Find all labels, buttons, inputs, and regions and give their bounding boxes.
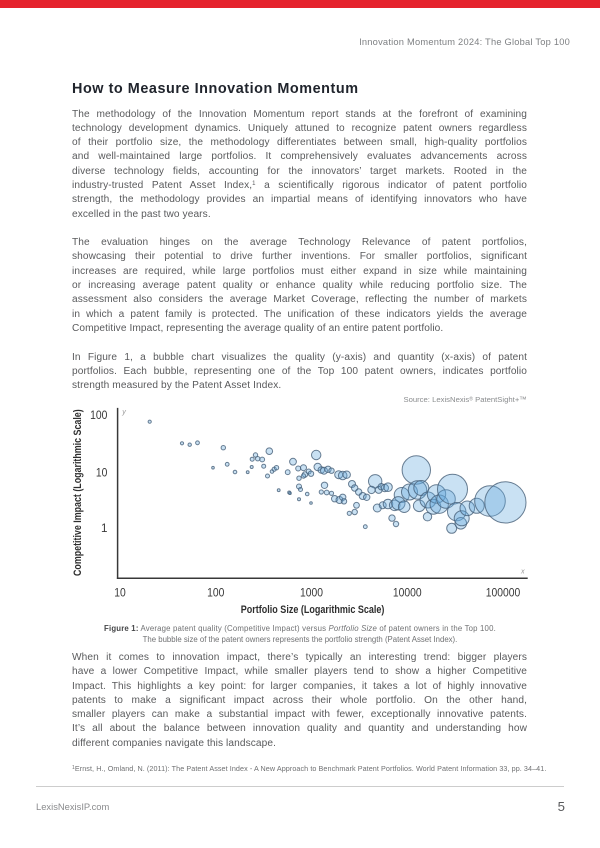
svg-text:1000: 1000 bbox=[300, 587, 323, 600]
svg-text:100: 100 bbox=[90, 409, 107, 422]
svg-text:y: y bbox=[121, 407, 126, 416]
svg-text:10: 10 bbox=[114, 587, 126, 600]
svg-text:Portfolio Size (Logarithmic Sc: Portfolio Size (Logarithmic Scale) bbox=[241, 604, 385, 616]
svg-text:x: x bbox=[520, 567, 525, 576]
svg-text:Competitive Impact (Logarithmi: Competitive Impact (Logarithmic Scale) bbox=[72, 409, 84, 576]
svg-text:1: 1 bbox=[101, 522, 107, 535]
svg-text:10: 10 bbox=[96, 467, 108, 480]
svg-text:10000: 10000 bbox=[393, 587, 422, 600]
svg-text:Source: LexisNexis® PatentSigh: Source: LexisNexis® PatentSight+™ bbox=[403, 395, 527, 404]
svg-text:100: 100 bbox=[207, 587, 224, 600]
svg-text:100000: 100000 bbox=[486, 587, 521, 600]
